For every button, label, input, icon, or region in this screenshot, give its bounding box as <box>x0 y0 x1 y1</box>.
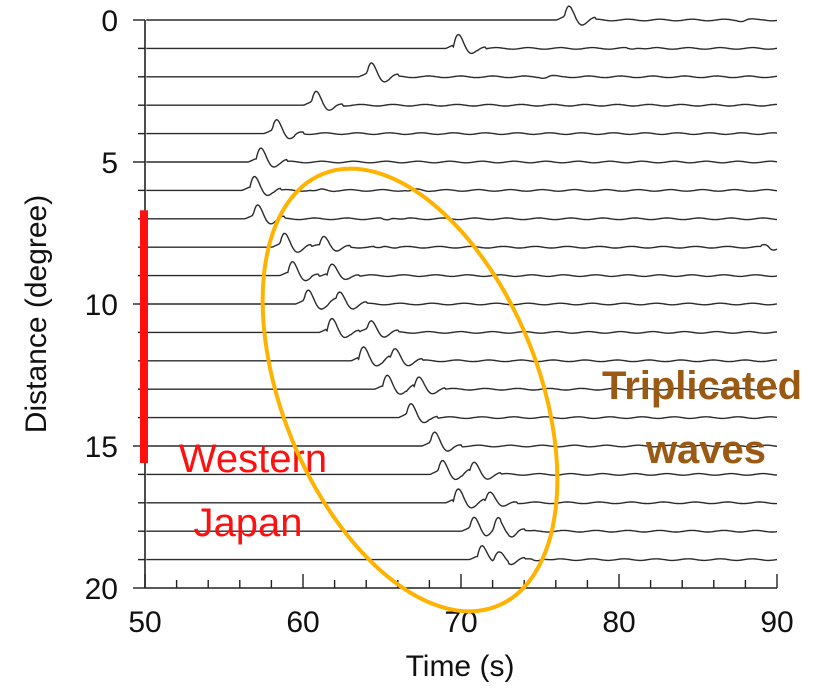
seismic-traces <box>146 5 778 566</box>
trace-13 <box>146 374 778 395</box>
trace-6 <box>146 175 778 197</box>
western-japan-bar <box>140 210 148 464</box>
trace-2 <box>146 62 778 83</box>
trace-15 <box>146 431 778 452</box>
trace-12 <box>146 346 777 367</box>
western-japan-label-line2: Japan <box>194 501 303 545</box>
trace-5 <box>146 147 778 168</box>
triplicated-waves-label-line2: waves <box>645 428 766 472</box>
y-ticks: 0 5 10 15 20 <box>85 5 145 606</box>
x-tick-label-80: 80 <box>602 606 635 639</box>
trace-4 <box>146 118 778 140</box>
western-japan-label-line1: Western <box>179 437 327 481</box>
y-tick-label-15: 15 <box>85 431 118 464</box>
trace-1 <box>146 33 778 55</box>
trace-8 <box>146 232 778 253</box>
y-tick-label-10: 10 <box>85 289 118 322</box>
x-ticks: 50 60 70 80 90 <box>128 574 794 639</box>
triplicated-waves-label-line1: Triplicated <box>602 364 802 408</box>
trace-10 <box>146 289 778 310</box>
y-axis-label: Distance (degree) <box>20 195 53 433</box>
y-tick-label-5: 5 <box>101 147 118 180</box>
x-tick-label-60: 60 <box>286 606 319 639</box>
y-tick-label-0: 0 <box>101 5 118 38</box>
trace-14 <box>146 403 778 424</box>
x-tick-label-50: 50 <box>128 606 161 639</box>
x-axis-label: Time (s) <box>406 650 515 683</box>
trace-0 <box>146 5 778 26</box>
triplication-ellipse <box>260 166 560 614</box>
y-tick-label-20: 20 <box>85 573 118 606</box>
x-tick-label-90: 90 <box>760 606 793 639</box>
trace-16 <box>146 459 778 481</box>
trace-7 <box>146 204 778 225</box>
trace-11 <box>146 317 778 339</box>
trace-19 <box>146 544 778 566</box>
trace-17 <box>146 488 777 509</box>
trace-9 <box>146 260 778 282</box>
trace-18 <box>146 516 778 538</box>
trace-3 <box>146 90 777 111</box>
